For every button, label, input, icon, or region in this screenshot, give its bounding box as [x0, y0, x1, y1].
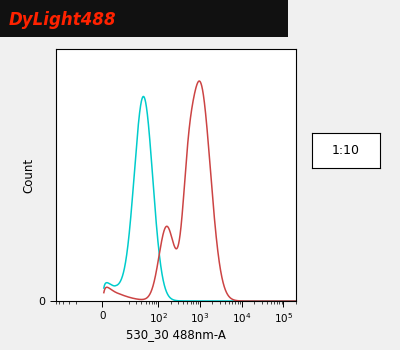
- Text: DyLight488: DyLight488: [9, 11, 116, 29]
- Text: 1:10: 1:10: [332, 144, 360, 157]
- Y-axis label: Count: Count: [23, 158, 36, 192]
- X-axis label: 530_30 488nm-A: 530_30 488nm-A: [126, 328, 226, 341]
